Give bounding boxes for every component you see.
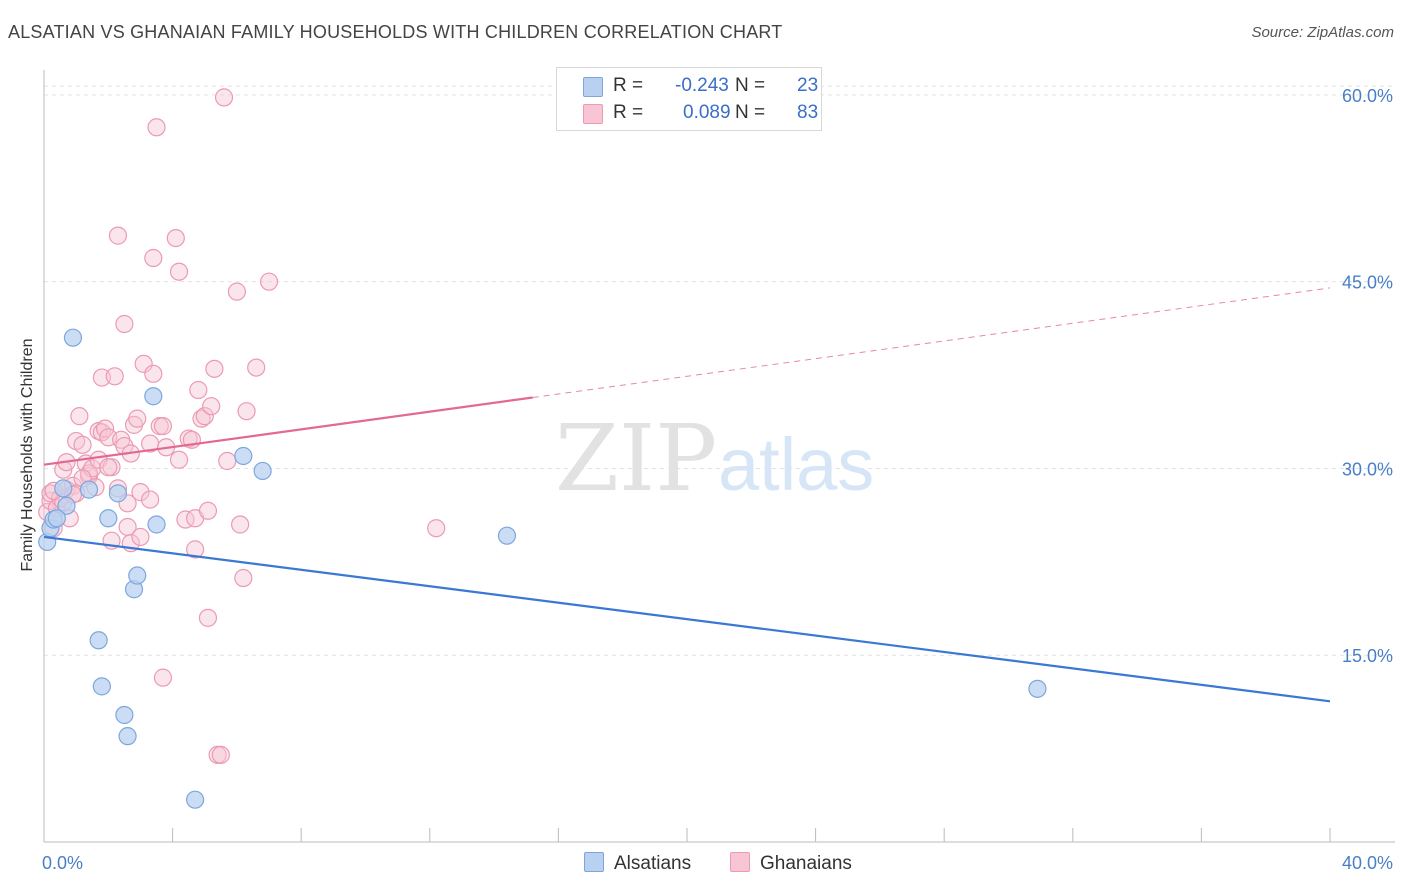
ghanaian-point (73, 435, 92, 454)
x-tick-label: 0.0% (42, 853, 83, 873)
alsatian-trend-line (43, 535, 1331, 703)
y-tick-label: 60.0% (1342, 86, 1393, 106)
alsatian-point (47, 509, 66, 528)
ghanaian-point (108, 226, 128, 245)
y-tick-label: 45.0% (1342, 273, 1393, 293)
watermark: ZIP atlas (555, 405, 874, 512)
ghanaian-point (131, 527, 150, 547)
ghanaian-point (192, 409, 211, 428)
ghanaian-point (195, 407, 214, 426)
ghanaian-point (105, 367, 124, 386)
ghanaian-point (237, 402, 256, 421)
correlation-legend: R = -0.243 N = 23 R = 0.089 N = 83 (556, 67, 822, 131)
ghanaian-point (202, 397, 221, 416)
bottom-legend-ghanaians: Ghanaians (730, 852, 852, 875)
ghanaian-swatch (730, 852, 750, 872)
ghanaian-point (231, 515, 250, 534)
ghanaian-point (128, 409, 147, 428)
ghanaian-point (153, 417, 173, 436)
ghanaian-point (147, 118, 166, 137)
watermark-atlas: atlas (718, 423, 874, 506)
legend-n-label: N = (735, 102, 766, 123)
alsatian-point (497, 526, 517, 545)
alsatian-point (92, 677, 111, 696)
legend-n-value: 23 (797, 75, 819, 96)
legend-n-value: 83 (797, 102, 819, 123)
ghanaian-point (166, 228, 185, 248)
alsatian-point (79, 480, 99, 499)
tick-labels: 15.0% 30.0% 45.0% 60.0% 0.0% 40.0% (42, 86, 1393, 873)
ghanaian-point (70, 407, 89, 426)
chart-title: ALSATIAN VS GHANAIAN FAMILY HOUSEHOLDS W… (8, 22, 783, 42)
legend-n-label: N = (735, 75, 766, 96)
legend-label: Ghanaians (760, 853, 852, 874)
trend-lines (43, 287, 1331, 703)
alsatian-swatch (584, 852, 604, 872)
ghanaian-point (131, 483, 150, 502)
legend-r-label: R = (613, 75, 644, 96)
ghanaian-point (218, 451, 237, 471)
bottom-legend-alsatians: Alsatians (584, 852, 691, 875)
y-tick-label: 30.0% (1342, 459, 1393, 479)
alsatian-point (186, 790, 205, 809)
ghanaian-point (198, 501, 218, 520)
ghanaian-point (211, 745, 230, 764)
alsatian-point (108, 484, 128, 503)
ghanaian-point (247, 358, 266, 377)
legend-r-label: R = (613, 102, 644, 123)
ghanaian-points (38, 88, 446, 764)
ghanaian-point (153, 668, 173, 687)
ghanaian-point (144, 364, 163, 383)
ghanaian-point (189, 380, 208, 400)
alsatian-point (54, 479, 73, 498)
legend-r-value: -0.243 (675, 75, 729, 96)
legend-r-value: 0.089 (683, 102, 731, 123)
ghanaian-point (92, 368, 111, 387)
ghanaian-point (99, 458, 118, 477)
ghanaian-trend-line (43, 396, 533, 466)
alsatian-points (38, 328, 1047, 809)
ghanaian-swatch (583, 104, 603, 124)
alsatian-point (234, 446, 253, 466)
ghanaian-point (259, 272, 279, 291)
alsatian-point (89, 631, 108, 650)
alsatian-swatch (583, 77, 603, 97)
ghanaian-point (198, 608, 218, 627)
ghanaian-point (176, 510, 195, 529)
ghanaian-point (169, 450, 189, 469)
y-tick-label: 15.0% (1342, 646, 1393, 666)
ghanaian-point (234, 568, 253, 588)
ghanaian-point (169, 262, 189, 281)
ghanaian-point (214, 88, 234, 107)
watermark-zip: ZIP (555, 405, 717, 512)
ghanaian-point (140, 490, 160, 509)
ghanaian-trend-line-dashed (532, 287, 1331, 399)
alsatian-point (99, 509, 118, 528)
alsatian-point (147, 515, 166, 534)
y-axis-label: Family Households with Children (19, 338, 36, 572)
ghanaian-point (144, 248, 163, 268)
alsatian-point (115, 705, 134, 725)
ghanaian-point (115, 314, 134, 334)
axes (43, 70, 1395, 843)
legend-label: Alsatians (614, 853, 692, 874)
alsatian-point (253, 461, 272, 481)
chart-source: Source: ZipAtlas.com (1251, 24, 1394, 41)
ghanaian-point (186, 540, 205, 559)
alsatian-point (57, 496, 76, 515)
x-tick-label: 40.0% (1342, 853, 1393, 873)
ghanaian-point (227, 282, 246, 301)
alsatian-point (144, 387, 163, 406)
alsatian-point (1028, 679, 1047, 698)
ghanaian-point (427, 519, 446, 538)
alsatian-point (128, 566, 147, 585)
alsatian-point (63, 328, 83, 347)
ghanaian-point (134, 354, 153, 373)
ghanaian-point (205, 359, 224, 378)
alsatian-point (118, 727, 137, 746)
